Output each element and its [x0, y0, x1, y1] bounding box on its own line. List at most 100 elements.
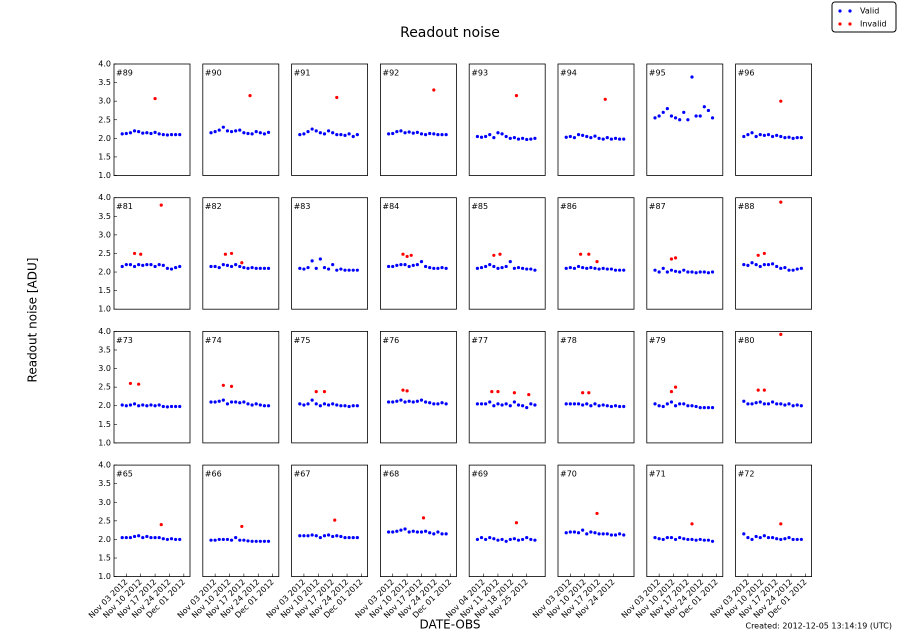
point: [145, 263, 149, 267]
point: [343, 268, 347, 272]
point: [298, 402, 302, 406]
point: [746, 263, 750, 267]
point: [213, 400, 217, 404]
point: [169, 404, 174, 409]
y-tick-label: 4.0: [98, 327, 111, 336]
point: [254, 402, 258, 406]
point: [395, 529, 399, 533]
point: [318, 257, 322, 261]
point: [347, 268, 351, 272]
point: [250, 265, 254, 270]
point: [779, 332, 783, 336]
y-tick-label: 1.0: [98, 572, 111, 581]
point: [533, 538, 537, 542]
point: [387, 264, 391, 269]
point: [484, 402, 488, 406]
point: [475, 134, 480, 139]
y-tick-label: 3.0: [98, 364, 111, 373]
point: [266, 130, 271, 134]
point: [174, 265, 178, 270]
point: [351, 404, 355, 408]
point: [403, 527, 407, 531]
point: [405, 254, 409, 259]
panel-title: #92: [382, 69, 399, 78]
point: [657, 114, 661, 118]
point: [322, 265, 327, 270]
point: [492, 404, 496, 408]
point: [585, 402, 589, 406]
point: [678, 270, 682, 274]
point: [174, 404, 178, 409]
panel-title: #65: [116, 470, 133, 479]
point: [779, 200, 783, 204]
point: [178, 537, 182, 542]
point: [791, 268, 795, 272]
point: [262, 404, 267, 408]
point: [403, 131, 407, 135]
panel-title: #74: [205, 336, 222, 345]
point: [229, 130, 234, 134]
point: [653, 402, 657, 406]
point: [527, 392, 531, 397]
point: [318, 404, 322, 408]
point: [314, 402, 318, 406]
point: [137, 534, 141, 538]
point: [343, 535, 347, 540]
point: [306, 265, 310, 270]
y-tick-label: 2.0: [98, 268, 111, 277]
point: [124, 131, 128, 136]
point: [484, 264, 488, 269]
point: [124, 535, 128, 540]
point: [706, 405, 711, 410]
point: [787, 268, 791, 272]
point: [533, 136, 537, 140]
point: [399, 528, 403, 532]
y-tick-label: 4.0: [98, 60, 111, 69]
point: [401, 388, 405, 392]
point: [488, 535, 492, 540]
point: [578, 252, 583, 256]
panel-title: #76: [382, 336, 399, 345]
point: [657, 270, 661, 274]
point: [661, 404, 665, 409]
point: [595, 511, 599, 516]
point: [137, 404, 141, 408]
point: [622, 404, 626, 409]
point: [512, 266, 516, 270]
point: [421, 516, 426, 520]
point: [581, 528, 585, 532]
point: [597, 267, 601, 271]
point: [479, 535, 484, 540]
point: [238, 401, 242, 405]
point: [512, 400, 516, 404]
point: [770, 262, 775, 266]
point: [419, 132, 424, 136]
point: [120, 403, 124, 407]
y-tick-label: 1.5: [98, 286, 111, 295]
point: [141, 131, 145, 135]
point: [238, 264, 242, 269]
point: [682, 402, 686, 406]
point: [145, 404, 149, 408]
panel-frame: [557, 464, 635, 578]
point: [223, 252, 227, 256]
point: [795, 403, 799, 407]
point: [440, 265, 444, 270]
point: [622, 137, 626, 141]
point: [141, 403, 145, 407]
point: [694, 114, 698, 118]
point: [766, 133, 771, 137]
point: [444, 532, 448, 536]
point: [387, 132, 391, 136]
point: [250, 539, 254, 543]
point: [601, 532, 605, 536]
y-tick-label: 2.0: [98, 134, 111, 143]
panel-title: #91: [294, 69, 311, 78]
point: [622, 268, 626, 272]
point: [335, 268, 339, 272]
point: [581, 133, 585, 137]
point: [758, 264, 762, 269]
panel-frame: [646, 197, 724, 310]
